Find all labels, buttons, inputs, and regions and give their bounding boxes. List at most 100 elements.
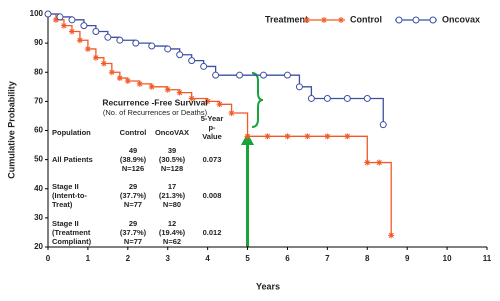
marker (52, 16, 59, 23)
x-tick-label: 3 (166, 254, 171, 263)
marker (108, 69, 115, 76)
y-tick-label: 30 (34, 213, 43, 222)
table-cell: 39 (168, 146, 176, 155)
x-tick-label: 2 (126, 254, 131, 263)
legend-title: Treatment (265, 14, 308, 24)
marker (188, 57, 196, 65)
marker (212, 71, 220, 79)
step-line (48, 13, 384, 125)
table-cell: N=126 (122, 164, 144, 173)
marker (343, 94, 351, 102)
table-cell: N=77 (124, 237, 142, 246)
table-cell: (37.7%) (120, 228, 147, 237)
marker (176, 51, 184, 59)
marker (92, 54, 99, 61)
table-cell: 0.012 (203, 228, 222, 237)
marker (56, 13, 64, 21)
marker (116, 75, 123, 82)
x-tick-label: 6 (285, 254, 290, 263)
table-cell: Value (202, 132, 222, 141)
table-title: Recurrence -Free Survival (102, 97, 207, 107)
marker (176, 89, 183, 96)
marker (260, 71, 268, 79)
table-cell: 5-Year (201, 114, 224, 123)
table-cell: (21.3%) (159, 191, 186, 200)
table-cell: Stage II (52, 219, 79, 228)
marker (148, 83, 155, 90)
y-tick-label: 50 (34, 155, 43, 164)
marker (364, 159, 371, 166)
x-tick-label: 5 (245, 254, 250, 263)
x-tick-label: 4 (205, 254, 210, 263)
y-axis-label: Cumulative Probability (6, 81, 16, 179)
marker (307, 94, 315, 102)
table-cell: Treat) (52, 200, 73, 209)
marker (60, 22, 67, 29)
y-tick-label: 20 (34, 242, 43, 251)
x-tick-label: 10 (443, 254, 452, 263)
table-cell: OncoVAX (155, 128, 189, 137)
table-cell: Compliant) (52, 237, 92, 246)
marker (148, 42, 156, 50)
y-tick-label: 80 (34, 67, 43, 76)
marker (283, 71, 291, 79)
table-cell: 49 (129, 146, 137, 155)
x-tick-label: 1 (86, 254, 91, 263)
table-cell: 0.008 (203, 191, 222, 200)
table-subtitle: (No. of Recurrences or Deaths) (103, 108, 208, 117)
x-tick-label: 8 (365, 254, 370, 263)
marker (395, 16, 403, 24)
marker (236, 71, 244, 79)
table-cell: Population (52, 128, 91, 137)
marker (116, 36, 124, 44)
marker (264, 133, 271, 140)
y-tick-label: 90 (34, 38, 43, 47)
marker (68, 28, 75, 35)
marker (80, 22, 88, 30)
y-tick-label: 60 (34, 126, 43, 135)
table-cell: (Intent-to- (52, 191, 87, 200)
marker (244, 133, 251, 140)
marker (136, 80, 143, 87)
legend-label: Control (350, 14, 382, 24)
marker (216, 101, 223, 108)
marker (84, 45, 91, 52)
marker (321, 17, 327, 23)
table-cell: N=62 (163, 237, 181, 246)
table-cell: 12 (168, 219, 176, 228)
marker (338, 17, 344, 23)
marker (284, 133, 291, 140)
table-cell: 17 (168, 182, 176, 191)
marker (124, 77, 131, 84)
marker (323, 94, 331, 102)
legend-label: Oncovax (442, 14, 480, 24)
x-tick-label: 11 (483, 254, 492, 263)
marker (100, 60, 107, 67)
brace (251, 72, 264, 128)
marker (324, 133, 331, 140)
marker (228, 110, 235, 117)
y-tick-label: 70 (34, 96, 43, 105)
marker (304, 17, 310, 23)
x-tick-label: 0 (46, 254, 51, 263)
marker (76, 37, 83, 44)
marker (412, 16, 420, 24)
marker (363, 94, 371, 102)
table-cell: (Treatment (52, 228, 91, 237)
table-cell: 29 (129, 219, 137, 228)
marker (44, 10, 52, 18)
marker (344, 133, 351, 140)
table-cell: (38.9%) (120, 155, 147, 164)
marker (68, 16, 76, 24)
y-tick-label: 100 (30, 9, 44, 18)
table-cell: Control (120, 128, 147, 137)
table-cell: Stage II (52, 182, 79, 191)
table-cell: (37.7%) (120, 191, 147, 200)
marker (379, 121, 387, 129)
x-axis-label: Years (256, 281, 280, 291)
marker (295, 83, 303, 91)
marker (132, 39, 140, 47)
y-tick-label: 40 (34, 184, 43, 193)
marker (164, 86, 171, 93)
